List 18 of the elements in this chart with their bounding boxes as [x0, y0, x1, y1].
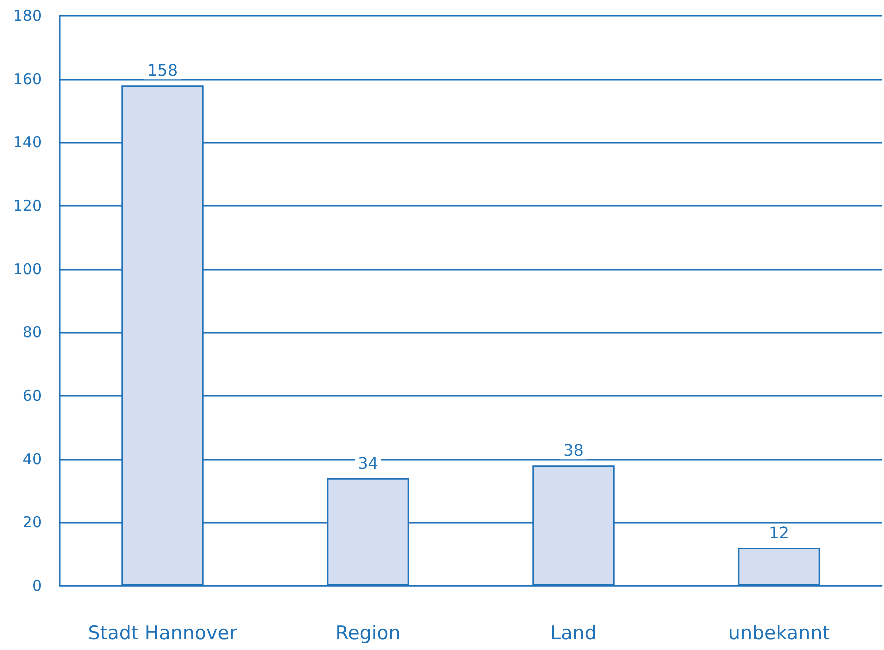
- y-tick-label: 20: [22, 514, 42, 532]
- y-tick-label: 160: [13, 70, 42, 88]
- y-tick-label: 60: [22, 387, 42, 405]
- x-tick-label: Stadt Hannover: [88, 622, 238, 644]
- data-label: 158: [147, 61, 178, 80]
- x-tick-label: Region: [336, 622, 401, 644]
- y-tick-label: 100: [13, 260, 42, 278]
- x-tick-label: Land: [550, 622, 597, 644]
- x-tick-label: unbekannt: [728, 622, 830, 644]
- y-tick-label: 80: [22, 324, 42, 342]
- data-label: 34: [358, 454, 378, 473]
- y-tick-label: 180: [13, 7, 42, 25]
- y-tick-label: 40: [22, 450, 42, 468]
- y-tick-label: 140: [13, 134, 42, 152]
- data-label: 38: [564, 441, 584, 460]
- y-tick-label: 0: [32, 577, 42, 595]
- data-label: 12: [769, 524, 790, 542]
- y-tick-label: 120: [13, 197, 42, 215]
